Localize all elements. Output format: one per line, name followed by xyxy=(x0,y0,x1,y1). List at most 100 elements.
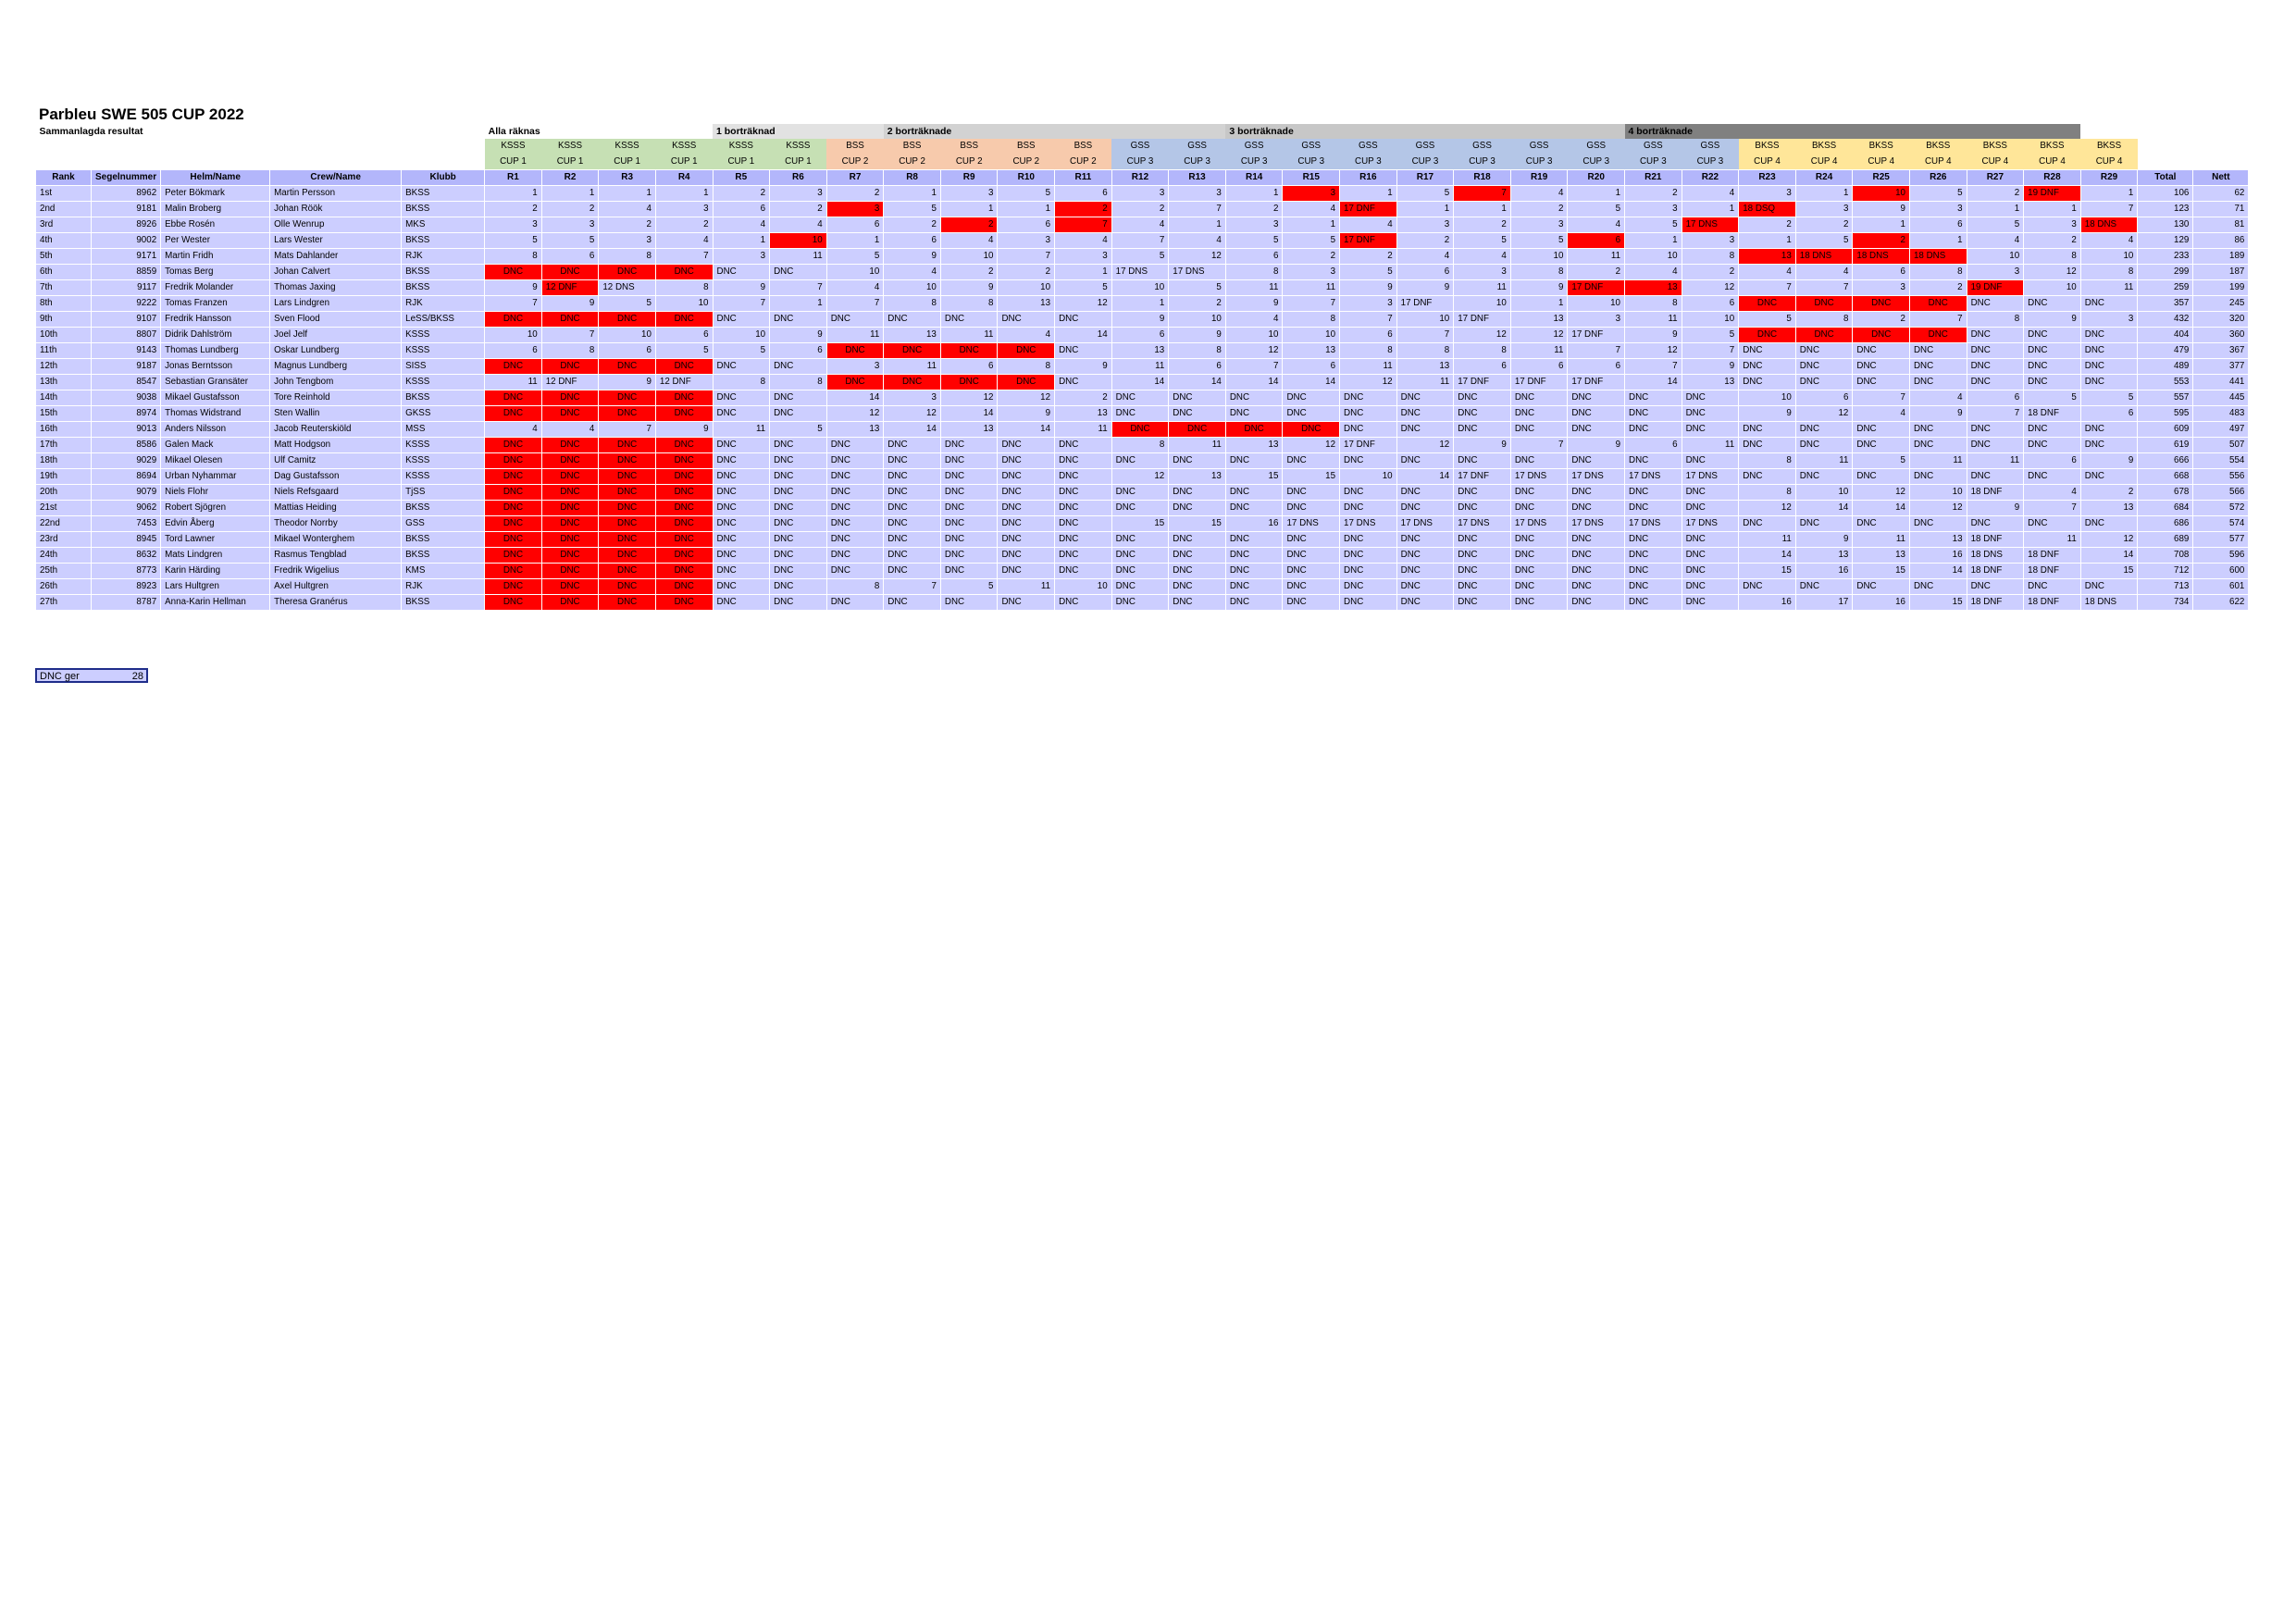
race-result-cell: 13 xyxy=(2079,499,2139,516)
header-race: R2 xyxy=(540,168,600,186)
race-result-cell: DNC xyxy=(1681,593,1740,611)
total-cell: 689 xyxy=(2137,530,2194,548)
race-venue: KSSS xyxy=(598,139,656,155)
helm-cell: Peter Bökmark xyxy=(160,184,271,202)
race-result-cell: 5 xyxy=(1966,216,2025,233)
race-result-cell: DNC xyxy=(1054,436,1112,453)
race-result-cell: 3 xyxy=(1738,184,1796,202)
club-cell: TjSS xyxy=(401,483,486,501)
race-venue: BKSS xyxy=(1795,139,1853,155)
header-race: R8 xyxy=(883,168,941,186)
race-result-cell: DNC xyxy=(1509,530,1569,548)
race-result-cell: DNC xyxy=(1282,499,1341,516)
race-result-cell: DNC xyxy=(1624,546,1682,564)
race-result-cell: DNC xyxy=(712,467,771,485)
blank-cell xyxy=(2138,139,2249,154)
race-result-cell: 4 xyxy=(1852,404,1910,422)
race-result-cell: DNC xyxy=(1966,467,2025,485)
race-result-cell: 2 xyxy=(1339,247,1397,265)
race-result-cell: 9 xyxy=(1339,279,1397,296)
crew-cell: Olle Wenrup xyxy=(269,216,403,233)
race-result-cell: DNC xyxy=(2023,357,2081,375)
race-result-cell: 11 xyxy=(712,420,771,438)
race-result-cell: 13 xyxy=(1852,546,1910,564)
race-result-cell: 2 xyxy=(1624,184,1682,202)
race-result-cell: 4 xyxy=(598,200,656,217)
race-result-cell: 5 xyxy=(1396,184,1455,202)
race-result-cell: DNC xyxy=(883,562,941,579)
club-cell: BKSS xyxy=(401,593,486,611)
rank-cell: 25th xyxy=(35,562,92,579)
race-result-cell: DNC xyxy=(1224,389,1284,406)
race-result-cell: DNC xyxy=(1282,420,1341,438)
sail-number-cell: 8962 xyxy=(90,184,162,202)
race-result-cell: DNC xyxy=(769,577,827,595)
crew-cell: Theresa Granérus xyxy=(269,593,403,611)
club-cell: KMS xyxy=(401,562,486,579)
race-cup: CUP 2 xyxy=(826,154,884,170)
race-result-cell: 7 xyxy=(1624,357,1682,375)
header-race: R12 xyxy=(1111,168,1170,186)
race-venue: BKSS xyxy=(1909,139,1967,155)
rank-cell: 24th xyxy=(35,546,92,564)
race-result-cell: 12 xyxy=(1224,341,1284,359)
race-result-cell: DNC xyxy=(654,562,714,579)
race-result-cell: 11 xyxy=(1794,452,1854,469)
race-result-cell: 14 xyxy=(939,404,999,422)
race-result-cell: 5 xyxy=(1168,279,1226,296)
race-result-cell: 17 DNF xyxy=(1339,231,1397,249)
race-result-cell: 8 xyxy=(1908,263,1967,280)
race-result-cell: DNC xyxy=(997,546,1056,564)
total-cell: 684 xyxy=(2137,499,2194,516)
race-result-cell: DNC xyxy=(1282,530,1341,548)
race-result-cell: 5 xyxy=(654,341,714,359)
header-race: R15 xyxy=(1282,168,1341,186)
race-result-cell: DNC xyxy=(1282,562,1341,579)
race-result-cell: DNC xyxy=(939,593,999,611)
nett-cell: 566 xyxy=(2192,483,2250,501)
race-result-cell: DNC xyxy=(2079,467,2139,485)
race-result-cell: 17 DNF xyxy=(1509,373,1569,390)
helm-cell: Anna-Karin Hellman xyxy=(160,593,271,611)
helm-cell: Niels Flohr xyxy=(160,483,271,501)
race-result-cell: 11 xyxy=(484,373,542,390)
race-result-cell: 8 xyxy=(1738,483,1796,501)
crew-cell: Mattias Heiding xyxy=(269,499,403,516)
sail-number-cell: 7453 xyxy=(90,514,162,532)
race-result-cell: DNC xyxy=(939,514,999,532)
race-result-cell: DNC xyxy=(2079,341,2139,359)
race-result-cell: DNC xyxy=(1282,389,1341,406)
race-result-cell: 7 xyxy=(1681,341,1740,359)
table-row: 18th 9029 Mikael Olesen Ulf Camitz KSSS DNC DN… xyxy=(35,452,2250,469)
nett-cell: 497 xyxy=(2192,420,2250,438)
race-result-cell: DNC xyxy=(540,357,600,375)
race-result-cell: 17 DNF xyxy=(1453,467,1511,485)
rank-cell: 14th xyxy=(35,389,92,406)
race-result-cell: DNC xyxy=(540,467,600,485)
race-result-cell: DNC xyxy=(825,593,885,611)
race-result-cell: DNC xyxy=(825,546,885,564)
race-result-cell: 8 xyxy=(769,373,827,390)
race-result-cell: 8 xyxy=(1966,310,2025,328)
race-venue: GSS xyxy=(1111,139,1169,155)
race-result-cell: 11 xyxy=(825,326,885,343)
helm-cell: Robert Sjögren xyxy=(160,499,271,516)
race-result-cell: DNC xyxy=(1509,389,1569,406)
race-result-cell: 12 xyxy=(1282,436,1341,453)
race-result-cell: 1 xyxy=(1396,200,1455,217)
race-result-cell: 8 xyxy=(654,279,714,296)
race-result-cell: 3 xyxy=(484,216,542,233)
race-result-cell: 12 xyxy=(1681,279,1740,296)
race-result-cell: DNC xyxy=(1054,562,1112,579)
race-result-cell: DNC xyxy=(484,483,542,501)
race-venue: GSS xyxy=(1396,139,1454,155)
helm-cell: Per Wester xyxy=(160,231,271,249)
race-result-cell: 3 xyxy=(2023,216,2081,233)
race-result-cell: 10 xyxy=(1396,310,1455,328)
race-result-cell: 6 xyxy=(598,341,656,359)
race-result-cell: 5 xyxy=(1624,216,1682,233)
race-result-cell: DNC xyxy=(769,546,827,564)
race-result-cell: 3 xyxy=(598,231,656,249)
race-result-cell: DNC xyxy=(1966,436,2025,453)
race-result-cell: DNC xyxy=(1908,294,1967,312)
